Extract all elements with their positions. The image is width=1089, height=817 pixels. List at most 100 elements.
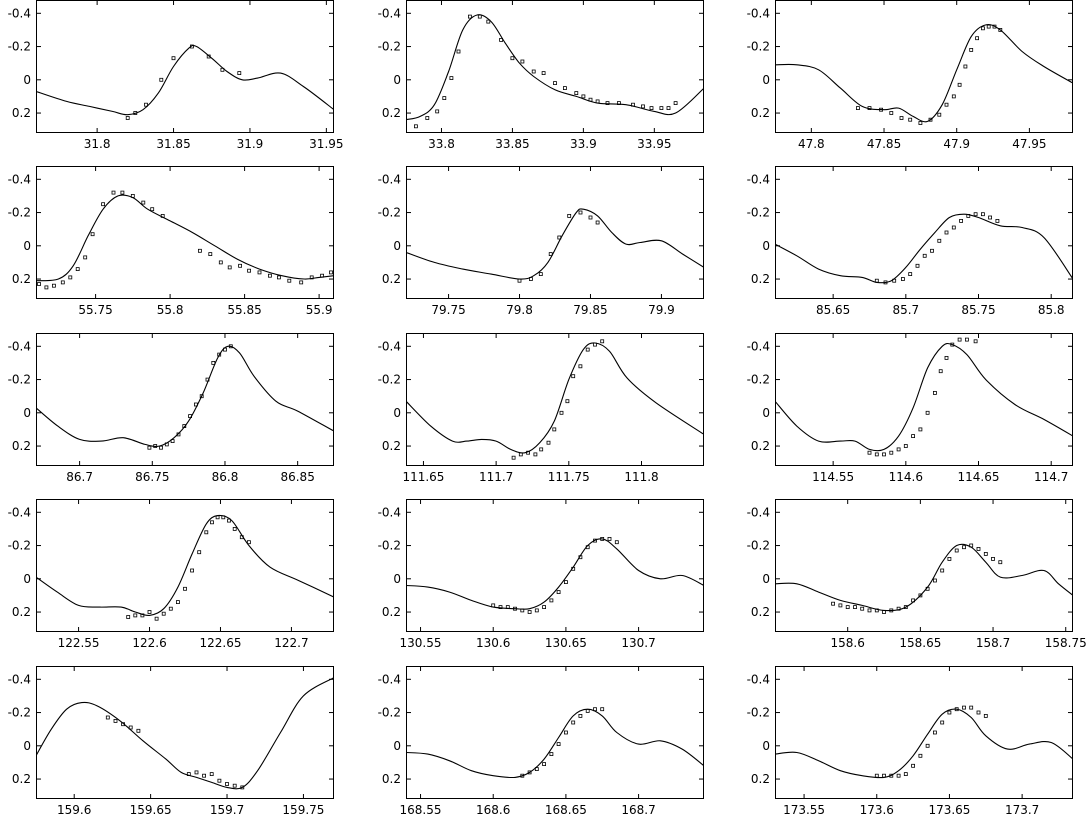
observed-point bbox=[962, 705, 966, 710]
observed-point bbox=[208, 252, 213, 257]
x-tick-label: 114.65 bbox=[958, 470, 1000, 484]
y-tick-label: -0.4 bbox=[378, 339, 401, 353]
observed-point bbox=[578, 364, 583, 369]
observed-point bbox=[565, 399, 570, 404]
observed-point bbox=[940, 720, 945, 725]
panel-7: -0.4 -0.2 0 0.2 86.7 86.75 86.8 86.85 bbox=[8, 333, 334, 484]
observed-point bbox=[556, 590, 561, 594]
observed-point bbox=[578, 555, 583, 560]
y-tick-label: -0.2 bbox=[378, 40, 401, 54]
observed-point bbox=[969, 705, 974, 710]
observed-point bbox=[925, 410, 930, 415]
observed-point bbox=[889, 111, 894, 115]
observed-point bbox=[557, 235, 562, 240]
observed-point bbox=[911, 763, 915, 768]
observed-point bbox=[520, 608, 525, 613]
y-tick-label: 0.2 bbox=[751, 772, 770, 786]
observed-point bbox=[223, 347, 227, 352]
observed-point bbox=[908, 117, 913, 122]
y-tick-label: -0.2 bbox=[8, 706, 31, 720]
observed-point bbox=[527, 610, 532, 614]
observed-point bbox=[944, 355, 949, 360]
observed-point bbox=[160, 213, 165, 218]
y-tick-label: -0.2 bbox=[378, 206, 401, 220]
observed-point bbox=[533, 452, 538, 457]
observed-point bbox=[883, 280, 888, 285]
observed-point bbox=[188, 414, 193, 419]
observed-point bbox=[882, 610, 886, 614]
observed-point bbox=[889, 608, 894, 613]
x-tick-label: 55.9 bbox=[306, 303, 333, 317]
observed-point bbox=[947, 557, 952, 561]
observed-point bbox=[105, 715, 110, 720]
y-tick-label: -0.2 bbox=[747, 706, 770, 720]
observed-point bbox=[965, 337, 969, 342]
observed-point bbox=[962, 545, 966, 550]
y-tick-label: -0.2 bbox=[747, 40, 770, 54]
observed-point bbox=[491, 603, 496, 608]
observed-point bbox=[933, 390, 937, 395]
observed-point bbox=[505, 605, 510, 609]
observed-point bbox=[896, 606, 901, 611]
observed-point bbox=[581, 94, 586, 99]
observed-point bbox=[449, 76, 454, 80]
plot-frame bbox=[36, 166, 334, 299]
observed-point bbox=[922, 253, 927, 258]
observed-point bbox=[976, 710, 981, 715]
y-tick-label: 0 bbox=[393, 739, 401, 753]
observed-point bbox=[209, 772, 214, 776]
x-tick-label: 47.8 bbox=[798, 137, 825, 151]
observed-point bbox=[227, 265, 232, 270]
observed-point bbox=[513, 606, 517, 611]
observed-point bbox=[928, 117, 933, 122]
x-tick-label: 85.7 bbox=[892, 303, 919, 317]
y-tick-label: -0.2 bbox=[378, 706, 401, 720]
observed-point bbox=[534, 767, 539, 771]
panel-3: -0.4 -0.2 0 0.2 47.8 47.85 47.9 47.95 bbox=[747, 0, 1073, 151]
observed-point bbox=[556, 742, 561, 746]
y-tick-label: -0.2 bbox=[378, 539, 401, 553]
observed-point bbox=[193, 402, 198, 407]
x-tick-label: 85.75 bbox=[961, 303, 995, 317]
y-tick-label: -0.4 bbox=[378, 505, 401, 519]
x-tick-label: 168.6 bbox=[476, 803, 510, 817]
observed-point bbox=[136, 728, 141, 733]
x-tick-label: 85.65 bbox=[816, 303, 850, 317]
observed-point bbox=[534, 608, 539, 613]
observed-point bbox=[969, 48, 974, 52]
observed-point bbox=[197, 248, 202, 253]
observed-point bbox=[217, 352, 222, 357]
observed-point bbox=[205, 377, 210, 382]
panel-5: -0.4 -0.2 0 0.2 79.75 79.8 79.85 79.9 bbox=[378, 166, 704, 317]
plot-frame bbox=[775, 0, 1073, 133]
x-tick-label: 47.95 bbox=[1012, 137, 1046, 151]
observed-point bbox=[957, 82, 962, 87]
observed-point bbox=[957, 337, 962, 342]
observed-point bbox=[911, 598, 915, 603]
observed-point bbox=[963, 64, 968, 69]
observed-point bbox=[564, 580, 568, 584]
observed-point bbox=[228, 344, 233, 349]
y-tick-label: 0 bbox=[393, 73, 401, 87]
observed-point bbox=[238, 263, 243, 268]
observed-point bbox=[511, 455, 516, 460]
observed-point bbox=[882, 773, 886, 778]
observed-point bbox=[903, 772, 908, 776]
y-tick-label: -0.4 bbox=[378, 672, 401, 686]
model-curve bbox=[775, 543, 1073, 612]
observed-point bbox=[232, 527, 237, 531]
observed-point bbox=[413, 124, 418, 129]
observed-point bbox=[526, 450, 530, 455]
x-tick-label: 47.9 bbox=[943, 137, 970, 151]
observed-point bbox=[221, 515, 226, 520]
observed-point bbox=[309, 275, 314, 280]
plot-frame bbox=[406, 166, 704, 299]
observed-point bbox=[578, 714, 583, 718]
x-tick-label: 158.6 bbox=[831, 636, 865, 650]
x-tick-label: 31.9 bbox=[237, 137, 264, 151]
observed-point bbox=[435, 109, 440, 114]
observed-point bbox=[276, 275, 281, 280]
observed-point bbox=[918, 753, 923, 758]
model-curve bbox=[775, 342, 1073, 452]
observed-point bbox=[903, 444, 908, 448]
